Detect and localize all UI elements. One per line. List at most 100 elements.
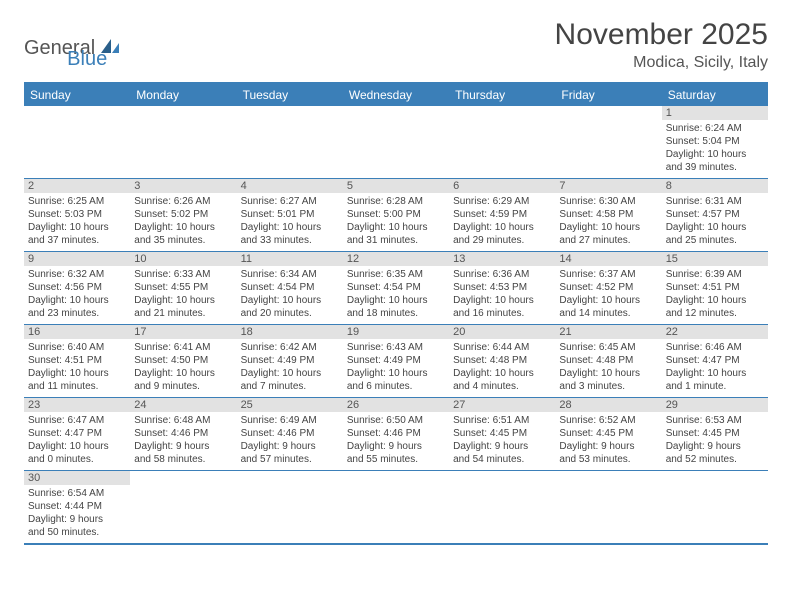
day-cell: 12Sunrise: 6:35 AMSunset: 4:54 PMDayligh…	[343, 252, 449, 324]
day-header-row: Sunday Monday Tuesday Wednesday Thursday…	[24, 84, 768, 106]
daylight2-text: and 33 minutes.	[241, 234, 339, 247]
sunset-text: Sunset: 4:51 PM	[666, 281, 764, 294]
day-cell: 9Sunrise: 6:32 AMSunset: 4:56 PMDaylight…	[24, 252, 130, 324]
day-header: Monday	[130, 84, 236, 106]
daylight1-text: Daylight: 10 hours	[453, 294, 551, 307]
daylight2-text: and 11 minutes.	[28, 380, 126, 393]
daylight1-text: Daylight: 10 hours	[28, 440, 126, 453]
day-number: 28	[555, 398, 661, 412]
day-cell: 14Sunrise: 6:37 AMSunset: 4:52 PMDayligh…	[555, 252, 661, 324]
daylight1-text: Daylight: 9 hours	[666, 440, 764, 453]
day-cell: 30Sunrise: 6:54 AMSunset: 4:44 PMDayligh…	[24, 471, 130, 543]
sunrise-text: Sunrise: 6:34 AM	[241, 268, 339, 281]
sunset-text: Sunset: 4:54 PM	[347, 281, 445, 294]
day-number: 15	[662, 252, 768, 266]
empty-cell	[237, 471, 343, 543]
day-cell: 22Sunrise: 6:46 AMSunset: 4:47 PMDayligh…	[662, 325, 768, 397]
day-number: 19	[343, 325, 449, 339]
daylight2-text: and 12 minutes.	[666, 307, 764, 320]
sunset-text: Sunset: 4:47 PM	[666, 354, 764, 367]
daylight1-text: Daylight: 10 hours	[241, 294, 339, 307]
empty-cell	[24, 106, 130, 178]
sunrise-text: Sunrise: 6:39 AM	[666, 268, 764, 281]
daylight2-text: and 21 minutes.	[134, 307, 232, 320]
day-cell: 13Sunrise: 6:36 AMSunset: 4:53 PMDayligh…	[449, 252, 555, 324]
day-header: Thursday	[449, 84, 555, 106]
empty-cell	[449, 106, 555, 178]
daylight1-text: Daylight: 9 hours	[453, 440, 551, 453]
daylight1-text: Daylight: 10 hours	[559, 221, 657, 234]
sunset-text: Sunset: 4:47 PM	[28, 427, 126, 440]
day-number: 16	[24, 325, 130, 339]
sunset-text: Sunset: 4:56 PM	[28, 281, 126, 294]
sunset-text: Sunset: 4:54 PM	[241, 281, 339, 294]
sunset-text: Sunset: 4:49 PM	[347, 354, 445, 367]
daylight2-text: and 37 minutes.	[28, 234, 126, 247]
day-number: 3	[130, 179, 236, 193]
sunrise-text: Sunrise: 6:48 AM	[134, 414, 232, 427]
day-cell: 18Sunrise: 6:42 AMSunset: 4:49 PMDayligh…	[237, 325, 343, 397]
sunset-text: Sunset: 5:02 PM	[134, 208, 232, 221]
daylight1-text: Daylight: 10 hours	[453, 221, 551, 234]
daylight2-text: and 23 minutes.	[28, 307, 126, 320]
day-number: 8	[662, 179, 768, 193]
day-header: Wednesday	[343, 84, 449, 106]
day-cell: 23Sunrise: 6:47 AMSunset: 4:47 PMDayligh…	[24, 398, 130, 470]
sunset-text: Sunset: 4:49 PM	[241, 354, 339, 367]
week-row: 30Sunrise: 6:54 AMSunset: 4:44 PMDayligh…	[24, 471, 768, 543]
day-number: 7	[555, 179, 661, 193]
sunset-text: Sunset: 4:46 PM	[241, 427, 339, 440]
empty-cell	[662, 471, 768, 543]
sunset-text: Sunset: 5:04 PM	[666, 135, 764, 148]
weeks-container: 1Sunrise: 6:24 AMSunset: 5:04 PMDaylight…	[24, 106, 768, 543]
sunrise-text: Sunrise: 6:44 AM	[453, 341, 551, 354]
day-cell: 6Sunrise: 6:29 AMSunset: 4:59 PMDaylight…	[449, 179, 555, 251]
daylight1-text: Daylight: 10 hours	[28, 221, 126, 234]
day-cell: 17Sunrise: 6:41 AMSunset: 4:50 PMDayligh…	[130, 325, 236, 397]
sunset-text: Sunset: 4:55 PM	[134, 281, 232, 294]
day-number: 20	[449, 325, 555, 339]
daylight2-text: and 52 minutes.	[666, 453, 764, 466]
daylight1-text: Daylight: 9 hours	[134, 440, 232, 453]
daylight1-text: Daylight: 9 hours	[241, 440, 339, 453]
week-row: 1Sunrise: 6:24 AMSunset: 5:04 PMDaylight…	[24, 106, 768, 179]
sunset-text: Sunset: 4:58 PM	[559, 208, 657, 221]
empty-cell	[237, 106, 343, 178]
sunset-text: Sunset: 4:50 PM	[134, 354, 232, 367]
daylight2-text: and 54 minutes.	[453, 453, 551, 466]
sunrise-text: Sunrise: 6:27 AM	[241, 195, 339, 208]
daylight2-text: and 35 minutes.	[134, 234, 232, 247]
day-number: 12	[343, 252, 449, 266]
sunrise-text: Sunrise: 6:49 AM	[241, 414, 339, 427]
title-block: November 2025 Modica, Sicily, Italy	[555, 18, 768, 72]
sunset-text: Sunset: 4:46 PM	[347, 427, 445, 440]
sunset-text: Sunset: 4:59 PM	[453, 208, 551, 221]
empty-cell	[130, 471, 236, 543]
day-cell: 24Sunrise: 6:48 AMSunset: 4:46 PMDayligh…	[130, 398, 236, 470]
day-cell: 10Sunrise: 6:33 AMSunset: 4:55 PMDayligh…	[130, 252, 236, 324]
day-number: 2	[24, 179, 130, 193]
day-number: 29	[662, 398, 768, 412]
day-cell: 27Sunrise: 6:51 AMSunset: 4:45 PMDayligh…	[449, 398, 555, 470]
daylight2-text: and 29 minutes.	[453, 234, 551, 247]
daylight2-text: and 39 minutes.	[666, 161, 764, 174]
empty-cell	[449, 471, 555, 543]
daylight1-text: Daylight: 9 hours	[347, 440, 445, 453]
day-header: Saturday	[662, 84, 768, 106]
day-cell: 2Sunrise: 6:25 AMSunset: 5:03 PMDaylight…	[24, 179, 130, 251]
sunrise-text: Sunrise: 6:43 AM	[347, 341, 445, 354]
sunset-text: Sunset: 5:03 PM	[28, 208, 126, 221]
daylight1-text: Daylight: 10 hours	[241, 221, 339, 234]
daylight2-text: and 14 minutes.	[559, 307, 657, 320]
week-row: 2Sunrise: 6:25 AMSunset: 5:03 PMDaylight…	[24, 179, 768, 252]
day-cell: 25Sunrise: 6:49 AMSunset: 4:46 PMDayligh…	[237, 398, 343, 470]
daylight1-text: Daylight: 9 hours	[559, 440, 657, 453]
sunrise-text: Sunrise: 6:47 AM	[28, 414, 126, 427]
sunrise-text: Sunrise: 6:29 AM	[453, 195, 551, 208]
daylight2-text: and 53 minutes.	[559, 453, 657, 466]
day-number: 21	[555, 325, 661, 339]
daylight2-text: and 31 minutes.	[347, 234, 445, 247]
day-cell: 8Sunrise: 6:31 AMSunset: 4:57 PMDaylight…	[662, 179, 768, 251]
daylight1-text: Daylight: 10 hours	[134, 367, 232, 380]
day-cell: 5Sunrise: 6:28 AMSunset: 5:00 PMDaylight…	[343, 179, 449, 251]
